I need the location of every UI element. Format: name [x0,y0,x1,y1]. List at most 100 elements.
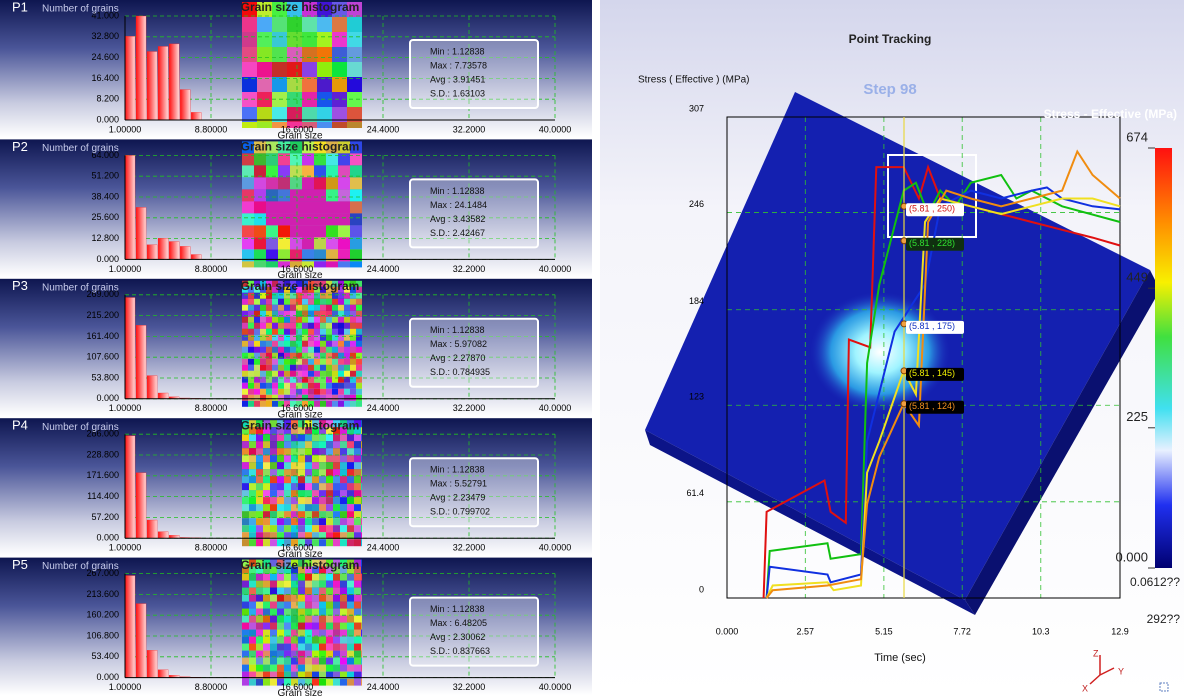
grain-cell [319,497,326,504]
grain-cell [350,177,362,189]
grain-cell [308,389,314,395]
y-tick-label: 171.600 [86,470,119,480]
grain-cell [314,165,326,177]
grain-cell [298,504,305,511]
grain-cell [361,623,362,630]
grain-cell [338,365,344,371]
grain-cell [254,323,260,329]
grain-cell [248,395,254,401]
grain-cell [260,365,266,371]
y-tick-label: 114.400 [87,491,119,501]
y-tick-label: 0 [699,584,704,594]
grain-cell [249,504,256,511]
grain-cell [242,525,249,532]
grain-cell [302,299,308,305]
grain-cell [305,462,312,469]
grain-cell [290,177,302,189]
grain-cell [326,644,333,651]
grain-cell [256,539,263,546]
grain-cell [266,341,272,347]
grain-cell [266,389,272,395]
grain-cell [350,305,356,311]
grain-cell [319,483,326,490]
histogram-bar [125,436,135,539]
histogram-bar [169,242,179,260]
grain-cell [333,637,340,644]
y-tick-label: 161.400 [86,331,119,341]
grain-cell [344,395,350,401]
grain-cell [361,525,362,532]
grain-cell [242,201,254,213]
grain-cell [320,359,326,365]
grain-cell [347,644,354,651]
grain-cell [347,581,354,588]
grain-cell [333,574,340,581]
grain-cell [326,317,332,323]
grain-cell [284,574,291,581]
grain-cell [277,616,284,623]
grain-cell [344,383,350,389]
x-tick-label: 8.80000 [195,124,228,134]
grain-cell [270,504,277,511]
grain-cell [263,588,270,595]
grain-cell [263,525,270,532]
grain-cell [354,658,361,665]
grain-cell [350,299,356,305]
grain-cell [326,201,338,213]
grain-cell [242,383,248,389]
grain-cell [272,77,287,92]
y-tick-label: 215.200 [86,310,119,320]
grain-cell [347,588,354,595]
y-tick-label: 307 [689,103,704,113]
grain-cell [284,595,291,602]
stats-line: Min : 1.12838 [430,46,485,56]
y-tick-label: 53.800 [91,372,119,382]
grain-cell [256,483,263,490]
grain-cell [332,401,338,407]
grain-cell [354,679,361,686]
grain-cell [272,359,278,365]
grain-cell [277,644,284,651]
grain-cell [284,347,290,353]
grain-cell [356,299,362,305]
grain-cell [338,299,344,305]
grain-cell [284,504,291,511]
grain-cell [254,353,260,359]
grain-cell [290,329,296,335]
grain-cell [277,448,284,455]
grain-cell [260,395,266,401]
grain-cell [350,201,362,213]
grain-cell [284,455,291,462]
grain-cell [270,644,277,651]
grain-cell [242,644,249,651]
grain-cell [344,401,350,407]
y-tick-label: 8.200 [96,94,119,104]
grain-cell [256,469,263,476]
grain-cell [248,347,254,353]
y-axis-label: Stress ( Effective ) (MPa) [638,75,750,86]
grain-cell [242,177,254,189]
x-tick-label: 40.0000 [539,543,572,553]
grain-cell [284,293,290,299]
grain-cell [326,623,333,630]
grain-cell [347,518,354,525]
grain-cell [312,504,319,511]
grain-cell [272,401,278,407]
grain-cell [263,476,270,483]
grain-cell [338,329,344,335]
grain-cell [326,665,333,672]
grain-cell [277,490,284,497]
grain-cell [314,395,320,401]
grain-cell [256,623,263,630]
grain-cell [254,341,260,347]
histogram-bar [147,376,157,399]
grain-cell [319,574,326,581]
grain-cell [278,347,284,353]
grain-cell [242,62,257,77]
panel-title: Grain size histogram [241,0,360,14]
grain-cell [340,497,347,504]
grain-cell [272,371,278,377]
colorbar-label: 0.000 [1115,549,1148,564]
grain-cell [347,539,354,546]
grain-cell [290,389,296,395]
